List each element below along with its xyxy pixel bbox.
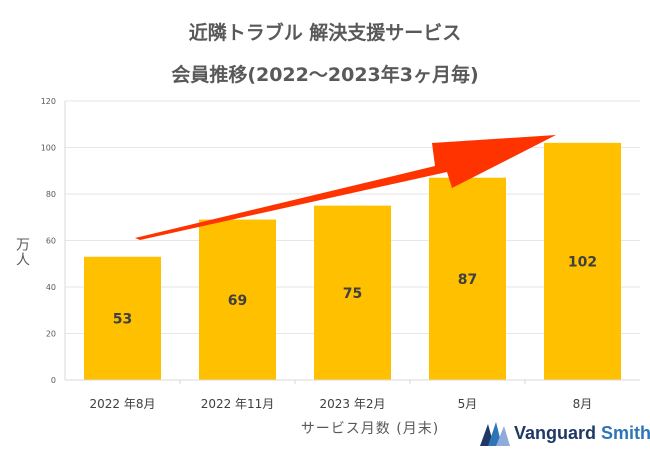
bar <box>314 205 391 380</box>
data-label: 69 <box>228 293 247 309</box>
bar <box>199 219 276 380</box>
y-tick-label: 80 <box>46 190 56 199</box>
logo-text-secondary: Smith <box>601 422 650 443</box>
x-tick-label: 2023 年2月 <box>320 397 386 411</box>
x-axis-ticks: 2022 年8月 2022 年11月 2023 年2月 5月 8月 <box>90 380 593 411</box>
y-tick-label: 0 <box>51 376 56 385</box>
trend-arrow <box>135 135 556 240</box>
chart-subtitle: 会員推移(2022～2023年3ヶ月毎) <box>171 64 479 86</box>
data-label: 87 <box>458 272 477 288</box>
x-axis-label: サービス月数 (月末) <box>301 421 439 437</box>
data-label: 53 <box>113 311 132 327</box>
y-tick-label: 60 <box>46 237 56 246</box>
y-axis-ticks: 0 20 40 60 80 100 120 <box>41 97 56 385</box>
x-tick-label: 8月 <box>573 397 593 411</box>
y-tick-label: 100 <box>41 144 56 153</box>
y-tick-label: 120 <box>41 97 56 106</box>
x-tick-label: 2022 年8月 <box>90 397 156 411</box>
y-tick-label: 40 <box>46 283 56 292</box>
logo-text-primary: Vanguard <box>514 422 597 443</box>
x-tick-label: 2022 年11月 <box>201 397 275 411</box>
y-axis-label: 万人 <box>14 237 30 267</box>
y-tick-label: 20 <box>46 330 56 339</box>
data-labels: 53 69 75 87 102 <box>113 254 597 327</box>
data-label: 75 <box>343 286 362 302</box>
x-tick-label: 5月 <box>458 397 478 411</box>
logo: Vanguard Smith <box>480 418 650 448</box>
bar <box>84 256 161 380</box>
data-label: 102 <box>568 254 597 270</box>
bar <box>429 177 506 380</box>
chart-title: 近隣トラブル 解決支援サービス <box>188 22 462 44</box>
bar <box>544 142 621 380</box>
bars <box>84 142 621 380</box>
logo-mark-icon <box>480 422 510 446</box>
